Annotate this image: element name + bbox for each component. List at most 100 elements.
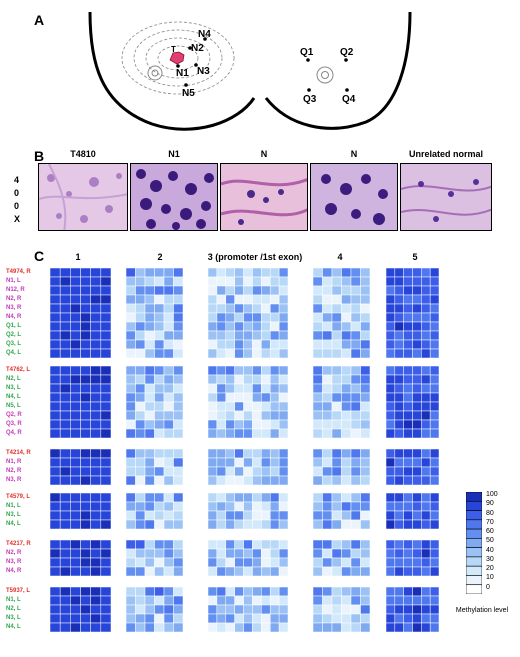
heatmap-cell bbox=[412, 294, 422, 305]
heatmap-block-1 bbox=[49, 267, 112, 359]
heatmap-cell bbox=[331, 448, 342, 459]
heatmap-cell bbox=[163, 348, 174, 359]
heatmap-cell bbox=[394, 401, 404, 412]
heatmap-cell bbox=[207, 566, 218, 577]
heatmap-cell bbox=[421, 392, 431, 403]
heatmap-cell bbox=[385, 428, 396, 439]
heatmap-cell bbox=[350, 428, 361, 439]
heatmap-cell bbox=[403, 510, 413, 521]
heatmap-cell bbox=[312, 501, 323, 512]
heatmap-cell bbox=[421, 428, 431, 439]
histology-image-n-b bbox=[310, 163, 398, 231]
heatmap-cell bbox=[80, 383, 91, 394]
heatmap-cell bbox=[173, 392, 184, 403]
heatmap-cell bbox=[360, 285, 371, 296]
heatmap-cell bbox=[278, 365, 289, 376]
heatmap-cell bbox=[216, 595, 227, 606]
heatmap-cell bbox=[80, 586, 91, 597]
heatmap-cell bbox=[135, 492, 146, 503]
heatmap-cell bbox=[421, 276, 431, 287]
heatmap-cell bbox=[70, 604, 81, 615]
heatmap-cell bbox=[261, 604, 271, 615]
heatmap-cell bbox=[269, 548, 280, 559]
heatmap-cell bbox=[207, 365, 218, 376]
heatmap-cell bbox=[252, 475, 262, 486]
heatmap-cell bbox=[429, 348, 440, 359]
heatmap-cell bbox=[80, 401, 91, 412]
heatmap-cell bbox=[154, 492, 165, 503]
heatmap-cell bbox=[412, 365, 422, 376]
heatmap-cell bbox=[360, 294, 371, 305]
row-label: N2, R bbox=[6, 550, 22, 556]
panel-letter-b: B bbox=[34, 148, 45, 164]
heatmap-cell bbox=[225, 428, 235, 439]
heatmap-cell bbox=[125, 613, 136, 624]
heatmap-cell bbox=[403, 492, 413, 503]
heatmap-cell bbox=[216, 401, 227, 412]
heatmap-cell bbox=[278, 392, 289, 403]
heatmap-cell bbox=[135, 285, 146, 296]
heatmap-cell bbox=[350, 339, 361, 350]
heatmap-cell bbox=[261, 294, 271, 305]
heatmap-cell bbox=[49, 321, 61, 332]
heatmap-cell bbox=[90, 339, 102, 350]
heatmap-cell bbox=[429, 365, 440, 376]
row-label: N5, L bbox=[6, 403, 21, 409]
heatmap-cell bbox=[125, 492, 136, 503]
heatmap-cell bbox=[163, 410, 174, 421]
heatmap-cell bbox=[216, 339, 227, 350]
heatmap-cell bbox=[360, 566, 371, 577]
heatmap-block-4 bbox=[312, 267, 371, 359]
column-header-2: 2 bbox=[157, 252, 163, 262]
heatmap-cell bbox=[261, 613, 271, 624]
heatmap-cell bbox=[243, 492, 253, 503]
legend-swatch bbox=[466, 528, 482, 539]
heatmap-cell bbox=[312, 303, 323, 314]
heatmap-cell bbox=[163, 604, 174, 615]
heatmap-cell bbox=[421, 294, 431, 305]
heatmap-cell bbox=[360, 428, 371, 439]
heatmap-cell bbox=[100, 428, 112, 439]
heatmap-cell bbox=[163, 519, 174, 530]
heatmap-cell bbox=[135, 419, 146, 430]
heatmap-cell bbox=[322, 510, 333, 521]
mag-char-3: 0 bbox=[14, 201, 20, 211]
heatmap-cell bbox=[49, 267, 61, 278]
heatmap-cell bbox=[135, 401, 146, 412]
heatmap-cell bbox=[385, 383, 396, 394]
heatmap-cell bbox=[49, 428, 61, 439]
heatmap-cell bbox=[322, 267, 333, 278]
heatmap-cell bbox=[70, 595, 81, 606]
heatmap-cell bbox=[322, 586, 333, 597]
heatmap-cell bbox=[429, 419, 440, 430]
heatmap-cell bbox=[412, 501, 422, 512]
heatmap-cell bbox=[144, 501, 155, 512]
heatmap-cell bbox=[403, 466, 413, 477]
heatmap-cell bbox=[234, 374, 244, 385]
heatmap-cell bbox=[252, 604, 262, 615]
heatmap-cell bbox=[252, 267, 262, 278]
legend-tick-label: 80 bbox=[486, 509, 494, 517]
heatmap-cell bbox=[394, 548, 404, 559]
heatmap-cell bbox=[252, 566, 262, 577]
heatmap-cell bbox=[269, 348, 280, 359]
heatmap-cell bbox=[403, 321, 413, 332]
heatmap-cell bbox=[100, 383, 112, 394]
heatmap-cell bbox=[125, 457, 136, 468]
heatmap-cell bbox=[59, 276, 71, 287]
heatmap-cell bbox=[135, 365, 146, 376]
heatmap-cell bbox=[278, 622, 289, 633]
heatmap-cell bbox=[163, 392, 174, 403]
heatmap-cell bbox=[173, 604, 184, 615]
heatmap-cell bbox=[312, 492, 323, 503]
legend-swatch bbox=[466, 556, 482, 567]
heatmap-cell bbox=[216, 448, 227, 459]
heatmap-cell bbox=[135, 604, 146, 615]
heatmap-cell bbox=[49, 539, 61, 550]
heatmap-cell bbox=[278, 519, 289, 530]
heatmap-cell bbox=[100, 466, 112, 477]
heatmap-cell bbox=[207, 557, 218, 568]
heatmap-cell bbox=[135, 410, 146, 421]
heatmap-cell bbox=[216, 475, 227, 486]
heatmap-cell bbox=[90, 365, 102, 376]
